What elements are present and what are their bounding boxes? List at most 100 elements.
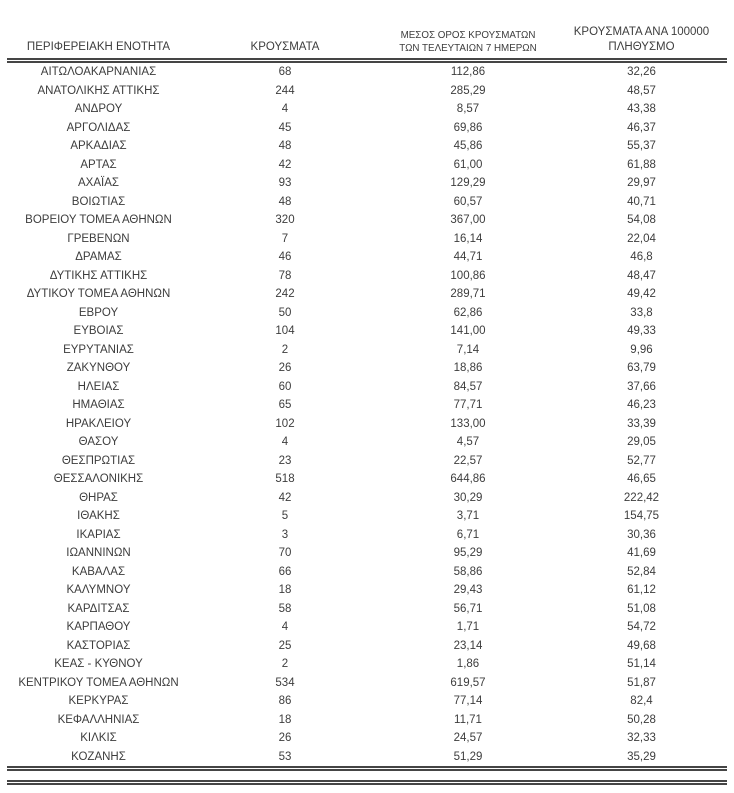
avg-7day-cell: 16,14 (453, 232, 483, 245)
table-row: ΘΑΣΟΥ 4 4,57 29,05 (7, 433, 727, 452)
cases-cell: 23 (278, 454, 292, 467)
table-row: ΚΕΝΤΡΙΚΟΥ ΤΟΜΕΑ ΑΘΗΝΩΝ 534 619,57 51,87 (7, 674, 727, 693)
cases-cell: 42 (278, 491, 292, 504)
per-100k-cell: 49,68 (627, 639, 656, 652)
region-cell: ΚΑΣΤΟΡΙΑΣ (66, 639, 131, 652)
region-cell: ΙΩΑΝΝΙΝΩΝ (66, 547, 131, 559)
per-100k-cell: 222,42 (623, 491, 660, 504)
per-100k-cell: 33,8 (630, 306, 653, 319)
cases-cell: 65 (278, 399, 292, 411)
per-100k-cell: 49,33 (627, 325, 656, 337)
table-row: ΘΗΡΑΣ 42 30,29 222,42 (7, 489, 727, 508)
table-row: ΚΑΡΠΑΘΟΥ 4 1,71 54,72 (7, 618, 727, 637)
region-cell: ΚΕΦΑΛΛΗΝΙΑΣ (57, 713, 140, 726)
region-cell: ΙΚΑΡΙΑΣ (76, 528, 121, 541)
avg-7day-cell: 62,86 (453, 306, 483, 319)
cases-cell: 93 (278, 177, 292, 189)
avg-7day-cell: 45,86 (453, 140, 483, 152)
table-row: ΕΥΒΟΙΑΣ 104 141,00 49,33 (7, 322, 727, 341)
per-100k-cell: 54,72 (627, 621, 656, 633)
avg-7day-cell: 30,29 (453, 491, 483, 504)
table-row: ΔΥΤΙΚΟΥ ΤΟΜΕΑ ΑΘΗΝΩΝ 242 289,71 49,42 (7, 285, 727, 304)
per-100k-cell: 51,08 (627, 602, 656, 615)
region-cell: ΚΕΑΣ - ΚΥΘΝΟΥ (54, 658, 143, 670)
region-cell: ΚΑΒΑΛΑΣ (71, 565, 126, 578)
avg-7day-cell: 289,71 (450, 288, 486, 300)
table-row: ΗΛΕΙΑΣ 60 84,57 37,66 (7, 378, 727, 397)
cases-cell: 7 (281, 232, 289, 245)
table-row: ΕΒΡΟΥ 50 62,86 33,8 (7, 304, 727, 323)
avg-7day-cell: 112,86 (450, 66, 486, 78)
cases-cell: 3 (281, 528, 289, 541)
region-cell: ΘΕΣΠΡΩΤΙΑΣ (61, 454, 136, 467)
region-cell: ΑΝΑΤΟΛΙΚΗΣ ΑΤΤΙΚΗΣ (37, 84, 160, 97)
per-100k-cell: 33,39 (627, 417, 656, 430)
cases-cell: 4 (281, 103, 289, 115)
per-100k-cell: 51,14 (627, 658, 656, 670)
table-body: ΑΙΤΩΛΟΑΚΑΡΝΑΝΙΑΣ 68 112,86 32,26 ΑΝΑΤΟΛΙΚΗΣ … (7, 61, 727, 771)
avg-7day-cell: 23,14 (453, 639, 483, 652)
table-row: ΗΜΑΘΙΑΣ 65 77,71 46,23 (7, 396, 727, 415)
region-cell: ΑΧΑΪΑΣ (78, 177, 119, 189)
region-cell: ΘΕΣΣΑΛΟΝΙΚΗΣ (53, 473, 144, 485)
per-100k-cell: 49,42 (627, 288, 656, 300)
avg-7day-cell: 51,29 (380, 747, 556, 771)
per-100k-cell: 52,77 (627, 454, 656, 467)
region-cell: ΗΜΑΘΙΑΣ (72, 399, 125, 411)
avg-7day-cell: 1,71 (456, 621, 480, 633)
region-cell: ΗΛΕΙΑΣ (77, 380, 120, 393)
cases-cell: 48 (278, 140, 292, 152)
cases-cell: 66 (278, 565, 292, 578)
cases-cell: 5 (281, 510, 289, 522)
table-row: ΑΡΚΑΔΙΑΣ 48 45,86 55,37 (7, 137, 727, 156)
region-cell: ΑΡΓΟΛΙΔΑΣ (66, 121, 131, 134)
header-per-100k-line1: ΚΡΟΥΣΜΑΤΑ ΑΝΑ 100000 (573, 26, 710, 39)
per-100k-cell: 48,47 (627, 269, 656, 282)
avg-7day-cell: 24,57 (453, 732, 483, 744)
table-row: ΑΙΤΩΛΟΑΚΑΡΝΑΝΙΑΣ 68 112,86 32,26 (7, 61, 727, 82)
region-cell: ΘΑΣΟΥ (78, 436, 119, 448)
table-row: ΚΑΛΥΜΝΟΥ 18 29,43 61,12 (7, 581, 727, 600)
per-100k-cell: 22,04 (627, 232, 656, 245)
cases-cell: 53 (190, 747, 380, 771)
region-cell: ΚΟΖΑΝΗΣ (7, 747, 190, 771)
cases-cell: 4 (281, 436, 289, 448)
per-100k-cell: 43,38 (627, 103, 656, 115)
per-100k-cell: 32,26 (627, 66, 656, 78)
regional-cases-table: ΠΕΡΙΦΕΡΕΙΑΚΗ ΕΝΟΤΗΤΑ ΚΡΟΥΣΜΑΤΑ ΜΕΣΟΣ ΟΡΟ… (7, 6, 727, 771)
cases-cell: 104 (275, 325, 295, 337)
avg-7day-cell: 285,29 (450, 84, 486, 97)
cases-cell: 50 (278, 306, 292, 319)
region-cell: ΙΘΑΚΗΣ (77, 510, 120, 522)
cases-cell: 2 (281, 658, 289, 670)
avg-7day-cell: 22,57 (453, 454, 483, 467)
per-100k-cell: 29,05 (627, 436, 656, 448)
cases-cell: 18 (278, 713, 292, 726)
header-row: ΠΕΡΙΦΕΡΕΙΑΚΗ ΕΝΟΤΗΤΑ ΚΡΟΥΣΜΑΤΑ ΜΕΣΟΣ ΟΡΟ… (7, 6, 727, 63)
cases-cell: 45 (278, 121, 292, 134)
avg-7day-cell: 77,14 (453, 695, 483, 707)
region-cell: ΒΟΙΩΤΙΑΣ (71, 195, 126, 208)
region-cell: ΔΥΤΙΚΟΥ ΤΟΜΕΑ ΑΘΗΝΩΝ (26, 288, 171, 300)
cases-cell: 86 (278, 695, 292, 707)
table-row: ΑΧΑΪΑΣ 93 129,29 29,97 (7, 174, 727, 193)
avg-7day-cell: 61,00 (453, 158, 483, 171)
avg-7day-cell: 29,43 (453, 584, 483, 596)
per-100k-cell: 55,37 (627, 140, 656, 152)
table-row: ΚΑΒΑΛΑΣ 66 58,86 52,84 (7, 563, 727, 582)
per-100k-cell: 41,69 (627, 547, 656, 559)
per-100k-cell: 82,4 (630, 695, 653, 707)
region-cell: ΕΒΡΟΥ (78, 306, 119, 319)
avg-7day-cell: 4,57 (456, 436, 480, 448)
avg-7day-cell: 77,71 (453, 399, 483, 411)
table-row: ΚΕΑΣ - ΚΥΘΝΟΥ 2 1,86 51,14 (7, 655, 727, 674)
cases-cell: 26 (278, 362, 292, 374)
table-row: ΖΑΚΥΝΘΟΥ 26 18,86 63,79 (7, 359, 727, 378)
per-100k-cell: 51,87 (627, 676, 656, 689)
table-row: ΘΕΣΣΑΛΟΝΙΚΗΣ 518 644,86 46,65 (7, 470, 727, 489)
header-region: ΠΕΡΙΦΕΡΕΙΑΚΗ ΕΝΟΤΗΤΑ (7, 6, 190, 63)
avg-7day-cell: 3,71 (456, 510, 480, 522)
region-cell: ΔΡΑΜΑΣ (75, 251, 122, 263)
per-100k-cell: 63,79 (627, 362, 656, 374)
cases-cell: 42 (278, 158, 292, 171)
